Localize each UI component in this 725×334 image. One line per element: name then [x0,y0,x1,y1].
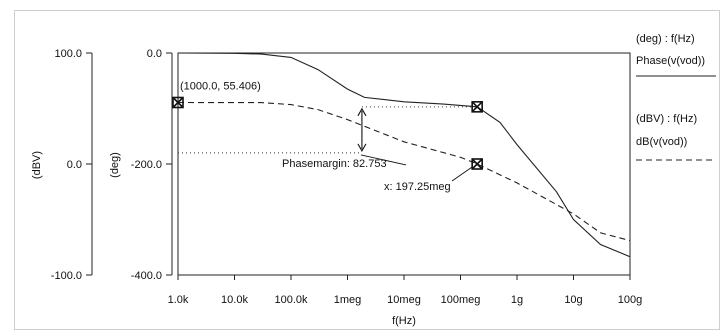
phase-margin-label: Phasemargin: 82.753 [282,158,387,170]
phase-margin-arrowhead-top [357,107,367,117]
deg-tick-label: 0.0 [147,48,162,60]
phase-series-line [177,52,631,258]
cursor-marker-db-x2 [471,158,483,170]
x-cursor-leader [451,166,473,182]
dbv-tick-label: -100.0 [51,270,82,282]
x-tick-label: 10g [564,294,582,306]
x-tick-label: 1.0k [168,294,189,306]
legend-db-name: dB(v(vod)) [636,136,687,148]
x-tick-label: 100.0k [274,294,308,306]
x-tick-label: 1meg [334,294,362,306]
deg-tick-label: -200.0 [131,159,162,171]
x-cursor-label: x: 197.25meg [384,181,451,193]
x-axis-title: f(Hz) [392,315,416,327]
dbv-tick-label: 100.0 [54,48,82,60]
cursor-marker-phase [471,101,483,113]
cursor-marker-db [471,158,483,170]
cursor-marker-1k [172,96,184,109]
db-series-line [177,101,631,242]
phase-margin-arrowhead-bottom [357,143,367,153]
legend-db-unit: (dBV) : f(Hz) [636,113,697,125]
x-tick-label: 100g [618,294,642,306]
legend-phase-unit: (deg) : f(Hz) [636,33,695,45]
cursor-coord-label: (1000.0, 55.406) [180,80,261,92]
cursor-marker-phase-x2 [471,101,483,113]
x-tick-label: 10meg [387,294,421,306]
deg-axis-title: (deg) [109,152,121,178]
plot-window [14,10,720,330]
cursor-marker-1k-x2 [172,96,184,109]
dbv-tick-label: 0.0 [67,159,82,171]
dbv-axis-title: (dBV) [31,151,43,179]
x-tick-label: 10.0k [221,294,248,306]
x-tick-label: 1g [511,294,523,306]
phase-margin-leader [360,154,407,166]
legend-phase-name: Phase(v(vod)) [636,55,705,67]
x-tick-label: 100meg [441,294,481,306]
deg-tick-label: -400.0 [131,270,162,282]
